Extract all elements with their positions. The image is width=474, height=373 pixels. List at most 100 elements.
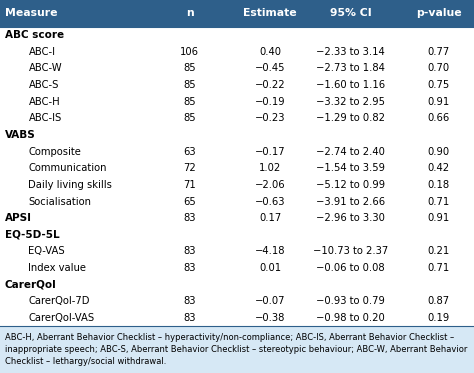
Text: 0.87: 0.87	[428, 297, 449, 306]
Text: −2.73 to 1.84: −2.73 to 1.84	[316, 63, 385, 73]
Text: Communication: Communication	[28, 163, 107, 173]
Text: −0.23: −0.23	[255, 113, 285, 123]
Text: −0.17: −0.17	[255, 147, 285, 157]
Text: −3.91 to 2.66: −3.91 to 2.66	[316, 197, 385, 207]
Text: ABC score: ABC score	[5, 30, 64, 40]
Text: ABC-S: ABC-S	[28, 80, 59, 90]
Text: −0.63: −0.63	[255, 197, 285, 207]
Text: −4.18: −4.18	[255, 247, 285, 257]
Text: 0.42: 0.42	[428, 163, 449, 173]
Text: −5.12 to 0.99: −5.12 to 0.99	[316, 180, 385, 190]
FancyBboxPatch shape	[0, 93, 474, 110]
FancyBboxPatch shape	[0, 210, 474, 226]
Text: APSI: APSI	[5, 213, 32, 223]
FancyBboxPatch shape	[0, 60, 474, 77]
Text: −0.22: −0.22	[255, 80, 285, 90]
Text: 0.19: 0.19	[428, 313, 449, 323]
Text: 85: 85	[183, 80, 196, 90]
Text: −1.29 to 0.82: −1.29 to 0.82	[316, 113, 385, 123]
Text: n: n	[186, 9, 193, 18]
FancyBboxPatch shape	[0, 193, 474, 210]
FancyBboxPatch shape	[0, 310, 474, 326]
Text: 0.90: 0.90	[428, 147, 449, 157]
Text: 0.21: 0.21	[428, 247, 449, 257]
FancyBboxPatch shape	[0, 27, 474, 44]
FancyBboxPatch shape	[0, 143, 474, 160]
Text: −2.74 to 2.40: −2.74 to 2.40	[316, 147, 385, 157]
Text: 0.66: 0.66	[428, 113, 449, 123]
Text: −0.19: −0.19	[255, 97, 285, 107]
Text: 85: 85	[183, 97, 196, 107]
FancyBboxPatch shape	[0, 77, 474, 93]
Text: −2.96 to 3.30: −2.96 to 3.30	[316, 213, 385, 223]
Text: 83: 83	[183, 247, 196, 257]
Text: 83: 83	[183, 213, 196, 223]
Text: 0.01: 0.01	[259, 263, 281, 273]
Text: 83: 83	[183, 263, 196, 273]
Text: 85: 85	[183, 63, 196, 73]
Text: 72: 72	[183, 163, 196, 173]
FancyBboxPatch shape	[0, 0, 474, 27]
Text: Composite: Composite	[28, 147, 82, 157]
Text: 1.02: 1.02	[259, 163, 281, 173]
FancyBboxPatch shape	[0, 326, 474, 373]
FancyBboxPatch shape	[0, 110, 474, 127]
FancyBboxPatch shape	[0, 127, 474, 143]
Text: ABC-W: ABC-W	[28, 63, 62, 73]
Text: −0.07: −0.07	[255, 297, 285, 306]
Text: Measure: Measure	[5, 9, 57, 18]
Text: 0.91: 0.91	[428, 213, 449, 223]
Text: Estimate: Estimate	[243, 9, 297, 18]
Text: 0.18: 0.18	[428, 180, 449, 190]
Text: ABC-IS: ABC-IS	[28, 113, 62, 123]
Text: 0.91: 0.91	[428, 97, 449, 107]
Text: 0.75: 0.75	[428, 80, 449, 90]
FancyBboxPatch shape	[0, 260, 474, 276]
Text: ABC-H, Aberrant Behavior Checklist – hyperactivity/non-compliance; ABC-IS, Aberr: ABC-H, Aberrant Behavior Checklist – hyp…	[5, 333, 467, 366]
Text: −10.73 to 2.37: −10.73 to 2.37	[313, 247, 388, 257]
Text: Socialisation: Socialisation	[28, 197, 91, 207]
Text: −1.60 to 1.16: −1.60 to 1.16	[316, 80, 385, 90]
Text: 106: 106	[180, 47, 199, 57]
Text: −2.33 to 3.14: −2.33 to 3.14	[316, 47, 385, 57]
Text: EQ-5D-5L: EQ-5D-5L	[5, 230, 59, 240]
Text: 0.71: 0.71	[428, 197, 449, 207]
Text: −0.38: −0.38	[255, 313, 285, 323]
Text: Daily living skills: Daily living skills	[28, 180, 112, 190]
Text: CarerQol-7D: CarerQol-7D	[28, 297, 90, 306]
Text: EQ-VAS: EQ-VAS	[28, 247, 65, 257]
Text: 95% CI: 95% CI	[330, 9, 372, 18]
Text: 83: 83	[183, 297, 196, 306]
Text: 0.17: 0.17	[259, 213, 281, 223]
Text: 63: 63	[183, 147, 196, 157]
Text: −0.45: −0.45	[255, 63, 285, 73]
Text: 65: 65	[183, 197, 196, 207]
FancyBboxPatch shape	[0, 293, 474, 310]
FancyBboxPatch shape	[0, 177, 474, 193]
FancyBboxPatch shape	[0, 276, 474, 293]
Text: Index value: Index value	[28, 263, 86, 273]
FancyBboxPatch shape	[0, 160, 474, 177]
Text: −0.98 to 0.20: −0.98 to 0.20	[316, 313, 385, 323]
FancyBboxPatch shape	[0, 44, 474, 60]
Text: 0.77: 0.77	[428, 47, 449, 57]
Text: CarerQol-VAS: CarerQol-VAS	[28, 313, 95, 323]
Text: −1.54 to 3.59: −1.54 to 3.59	[316, 163, 385, 173]
Text: 83: 83	[183, 313, 196, 323]
Text: 85: 85	[183, 113, 196, 123]
Text: ABC-I: ABC-I	[28, 47, 55, 57]
Text: −2.06: −2.06	[255, 180, 285, 190]
Text: 0.71: 0.71	[428, 263, 449, 273]
FancyBboxPatch shape	[0, 226, 474, 243]
Text: 0.40: 0.40	[259, 47, 281, 57]
Text: VABS: VABS	[5, 130, 36, 140]
Text: p-value: p-value	[416, 9, 461, 18]
Text: −0.93 to 0.79: −0.93 to 0.79	[316, 297, 385, 306]
Text: ABC-H: ABC-H	[28, 97, 60, 107]
Text: CarerQol: CarerQol	[5, 280, 56, 290]
Text: 71: 71	[183, 180, 196, 190]
Text: −0.06 to 0.08: −0.06 to 0.08	[317, 263, 385, 273]
Text: −3.32 to 2.95: −3.32 to 2.95	[316, 97, 385, 107]
FancyBboxPatch shape	[0, 243, 474, 260]
Text: 0.70: 0.70	[428, 63, 449, 73]
